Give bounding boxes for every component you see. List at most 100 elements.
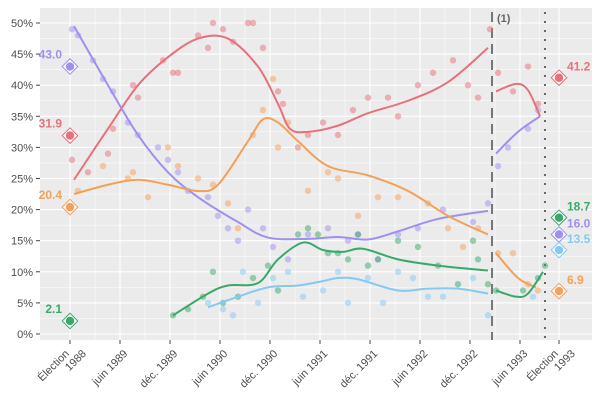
- poll-point: [444, 225, 452, 232]
- poll-point: [394, 113, 402, 120]
- election-result-point: [65, 316, 75, 326]
- x-tick-label-line: juin 1989: [90, 348, 131, 389]
- poll-point: [269, 243, 277, 251]
- poll-point: [254, 299, 262, 307]
- poll-point: [304, 187, 312, 195]
- y-tick-label: 35%: [11, 111, 33, 123]
- poll-point: [134, 94, 142, 101]
- poll-point: [174, 69, 182, 76]
- election-result-point: [65, 131, 75, 140]
- election-result-point: [65, 62, 75, 71]
- poll-point: [384, 94, 392, 101]
- x-tick-label-line: déc. 1989: [138, 348, 181, 391]
- poll-point: [129, 169, 137, 176]
- poll-point: [224, 200, 232, 207]
- poll-point: [439, 293, 447, 300]
- poll-point: [524, 125, 532, 132]
- poll-point: [169, 69, 177, 76]
- poll-point: [204, 44, 212, 52]
- poll-point: [354, 231, 362, 238]
- y-tick-label: 25%: [11, 174, 33, 186]
- poll-point: [394, 193, 402, 201]
- poll-point: [164, 144, 172, 151]
- poll-point: [534, 287, 542, 294]
- poll-point: [259, 106, 267, 114]
- poll-point: [209, 268, 217, 275]
- trend-line: [495, 271, 544, 299]
- poll-point: [334, 268, 342, 275]
- poll-point: [274, 287, 282, 294]
- trend-line: [495, 252, 537, 289]
- poll-point: [374, 256, 382, 263]
- poll-point: [486, 26, 494, 33]
- poll-point: [319, 119, 327, 126]
- poll-point: [264, 262, 272, 269]
- poll-point: [519, 287, 527, 294]
- poll-point: [284, 256, 292, 263]
- poll-point: [259, 225, 267, 232]
- election-result-label: 6.9: [567, 273, 584, 287]
- x-tick-label: déc. 1991: [338, 348, 381, 391]
- poll-point: [219, 26, 227, 33]
- poll-point: [324, 225, 332, 232]
- trend-line: [495, 115, 541, 155]
- x-tick-label: Élection1988: [35, 339, 89, 393]
- poll-point: [409, 274, 417, 282]
- poll-point: [204, 299, 212, 307]
- y-tick-label: 40%: [11, 80, 33, 92]
- poll-point: [324, 169, 332, 176]
- poll-point: [334, 131, 342, 139]
- poll-point: [429, 69, 437, 76]
- poll-point: [274, 88, 282, 95]
- poll-point: [234, 225, 242, 232]
- poll-point: [269, 274, 277, 282]
- x-tick-label: juin 1990: [190, 348, 231, 389]
- poll-point: [459, 243, 467, 251]
- election-result-point: [554, 213, 564, 222]
- election-result-point: [554, 245, 564, 255]
- poll-point: [244, 19, 252, 27]
- x-tick-label: juin 1989: [90, 348, 131, 389]
- poll-point: [414, 243, 422, 251]
- poll-point: [294, 231, 302, 238]
- plot-background: [40, 8, 592, 340]
- poll-point: [209, 181, 217, 188]
- poll-point: [234, 237, 242, 244]
- poll-point: [509, 88, 517, 95]
- x-tick-label: Élection1993: [524, 339, 578, 393]
- poll-point: [209, 19, 217, 27]
- poll-point: [484, 312, 492, 319]
- election-result-label: 18.7: [567, 200, 591, 214]
- x-tick-label: déc. 1990: [238, 348, 281, 391]
- x-tick-label-line: juin 1992: [390, 348, 431, 389]
- poll-point: [164, 156, 172, 164]
- poll-point: [214, 212, 222, 220]
- poll-point: [249, 19, 257, 27]
- poll-point: [374, 193, 382, 201]
- y-tick-label: 30%: [11, 142, 33, 154]
- trend-line: [73, 117, 489, 236]
- poll-point: [469, 237, 477, 244]
- poll-point: [304, 225, 312, 232]
- trend-line: [207, 276, 489, 309]
- poll-point: [224, 225, 232, 232]
- poll-point: [414, 225, 422, 232]
- poll-point: [274, 144, 282, 151]
- x-tick-label-line: juin 1990: [190, 348, 231, 389]
- poll-point: [524, 63, 532, 70]
- y-tick-label: 15%: [11, 236, 33, 248]
- poll-point: [529, 293, 537, 300]
- poll-point: [379, 299, 387, 307]
- poll-point: [109, 125, 117, 132]
- x-tick-label: juin 1992: [390, 348, 431, 389]
- poll-point: [174, 162, 182, 170]
- poll-point: [469, 274, 477, 282]
- election-result-label: 13.5: [567, 232, 591, 246]
- trend-line: [495, 82, 541, 117]
- election-result-label: 43.0: [39, 48, 63, 62]
- poll-point: [344, 299, 352, 307]
- poll-point: [314, 231, 322, 238]
- poll-point: [449, 57, 457, 64]
- poll-point: [364, 94, 372, 101]
- y-tick-label: 50%: [11, 18, 33, 30]
